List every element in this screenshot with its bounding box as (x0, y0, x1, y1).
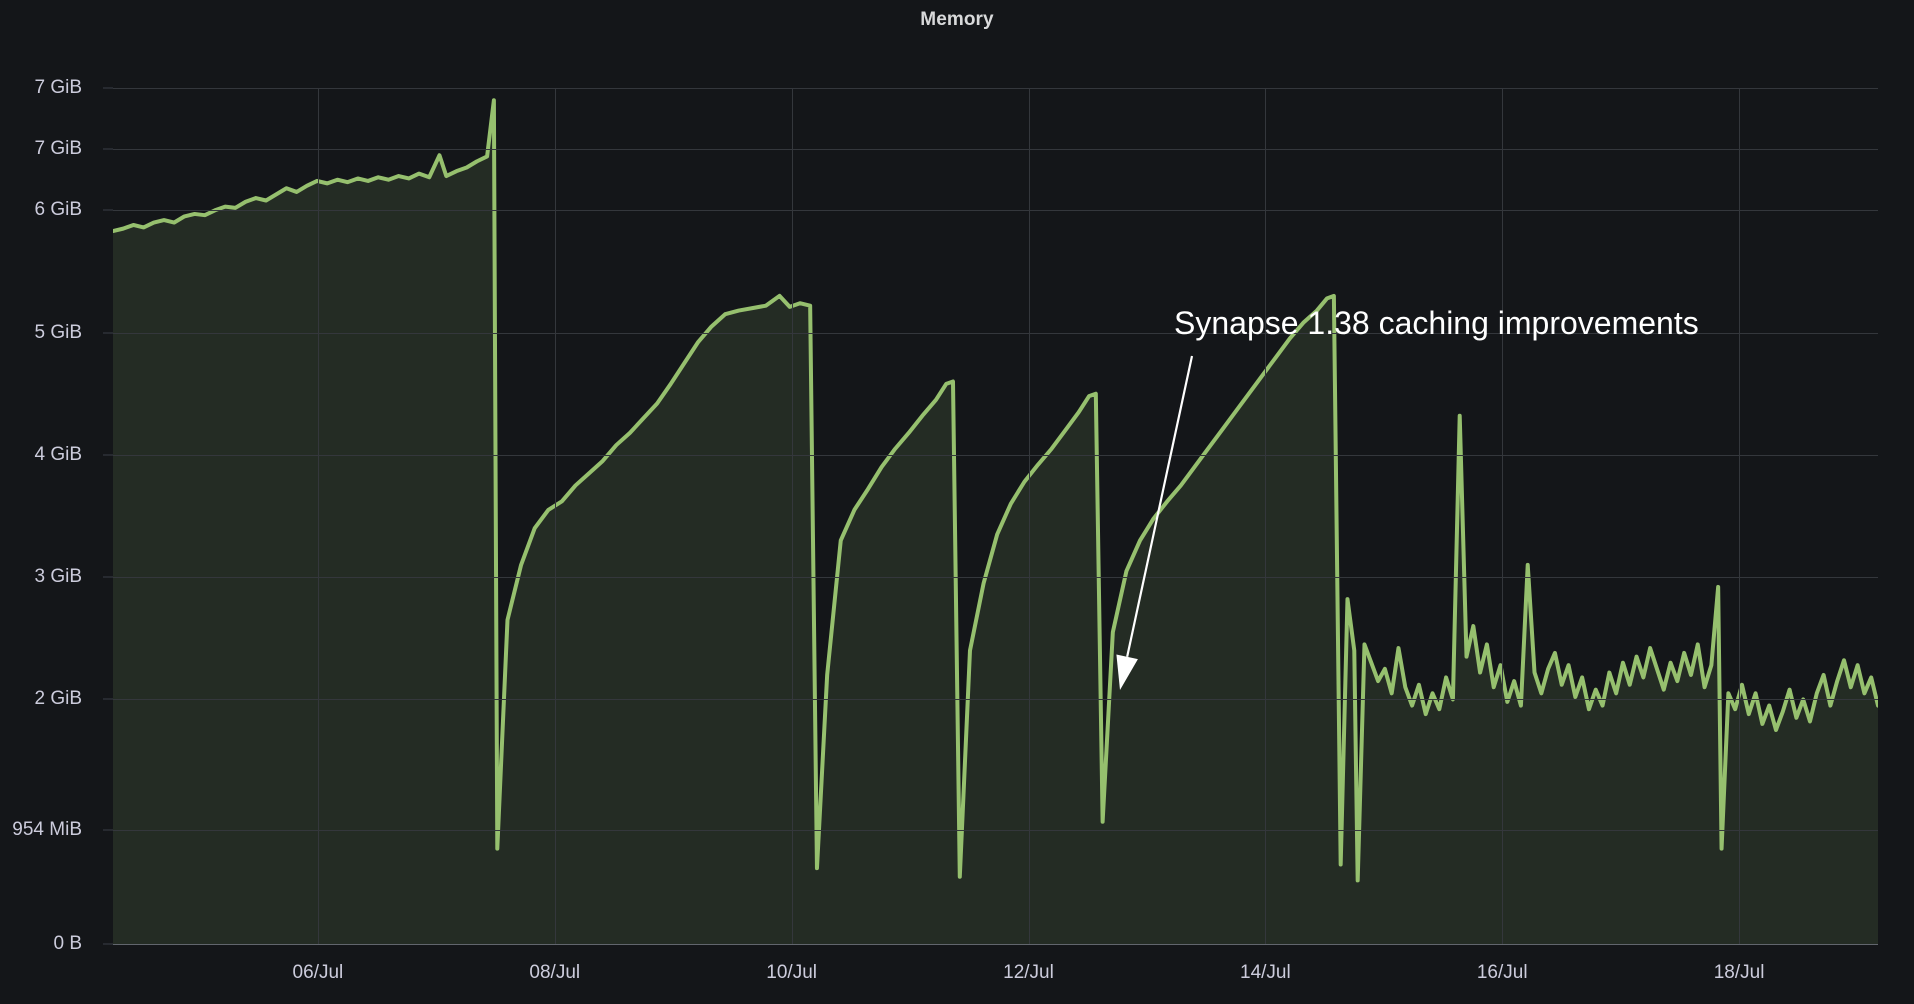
y-axis-tick-mark (103, 87, 113, 89)
gridline-horizontal (113, 454, 1878, 456)
y-axis-tick-label: 7 GiB (34, 138, 82, 160)
x-axis-tick-label: 08/Jul (529, 962, 581, 983)
gridline-horizontal (113, 210, 1878, 212)
y-axis-tick-label: 6 GiB (34, 199, 82, 221)
y-axis-tick-mark (103, 148, 113, 150)
gridline-vertical (554, 88, 556, 944)
y-axis-tick-label: 7 GiB (34, 77, 82, 98)
y-axis-tick-label: 2 GiB (34, 688, 82, 710)
x-axis-tick-label: 10/Jul (766, 962, 817, 983)
gridline-vertical (1502, 88, 1504, 944)
x-axis-tick-label: 06/Jul (292, 962, 344, 983)
x-axis-line (113, 944, 1878, 945)
y-axis-tick-mark (103, 698, 113, 700)
y-axis-tick-label: 5 GiB (34, 321, 82, 343)
y-axis-tick-mark (103, 576, 113, 578)
gridline-horizontal (113, 830, 1878, 832)
y-axis-tick-mark (103, 454, 113, 456)
y-axis-tick-label: 4 GiB (34, 443, 82, 465)
gridline-vertical (1739, 88, 1741, 944)
y-axis: 7 GiB 7 GiB 6 GiB 5 GiB 4 GiB 3 GiB 2 GiB 954 M… (0, 77, 113, 954)
gridline-vertical (1028, 88, 1030, 944)
plot-area[interactable] (113, 88, 1878, 945)
y-axis-tick-label: 3 GiB (34, 566, 82, 588)
x-axis-tick-label: 12/Jul (1003, 962, 1054, 983)
gridline-vertical (1265, 88, 1267, 944)
y-axis-tick-mark (103, 332, 113, 334)
x-axis: 06/Jul 08/Jul 10/Jul 12/Jul 14/Jul 16/Jul 18/J… (113, 944, 1878, 1004)
x-axis-tick-label: 18/Jul (1713, 962, 1765, 983)
x-axis-tick-label: 14/Jul (1240, 962, 1291, 983)
memory-area-fill (113, 100, 1878, 944)
gridline-vertical (317, 88, 319, 944)
y-axis-tick-mark (103, 829, 113, 831)
memory-series-chart (113, 88, 1878, 944)
gridline-horizontal (113, 699, 1878, 701)
y-axis-tick-mark (103, 943, 113, 945)
gridline-horizontal (113, 332, 1878, 334)
gridline-horizontal (113, 577, 1878, 579)
page-title: Memory (920, 9, 994, 30)
gridline-vertical (791, 88, 793, 944)
gridline-horizontal (113, 149, 1878, 151)
y-axis-tick-mark (103, 209, 113, 211)
y-axis-tick-label: 954 MiB (12, 819, 82, 841)
gridline-horizontal (113, 88, 1878, 89)
y-axis-tick-label: 0 B (53, 933, 82, 954)
x-axis-tick-label: 16/Jul (1476, 962, 1528, 983)
